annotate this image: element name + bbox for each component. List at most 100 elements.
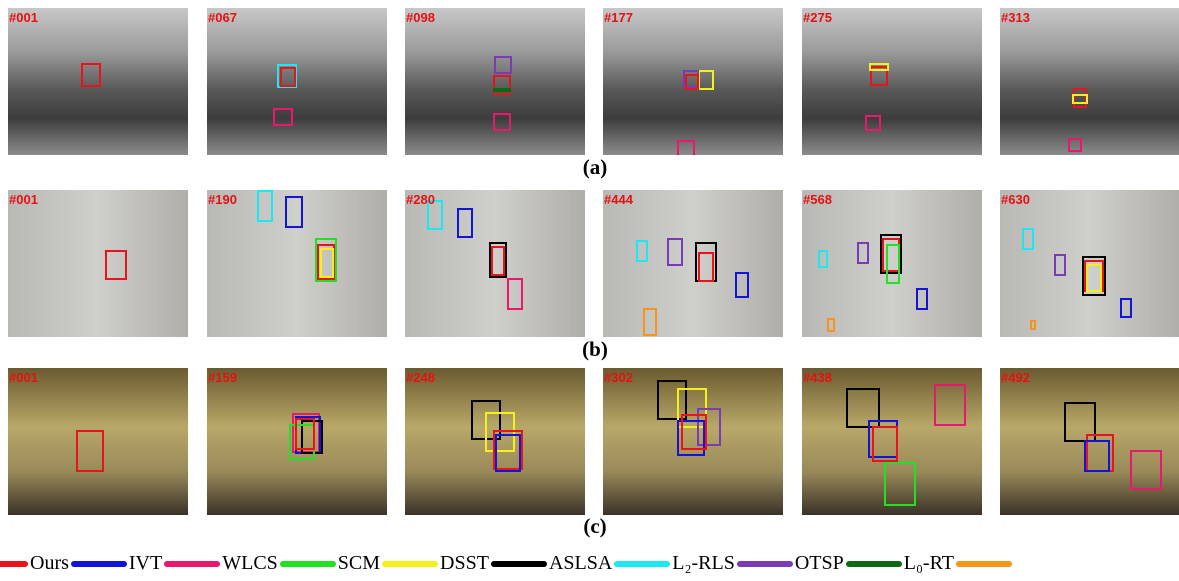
bounding-box xyxy=(677,140,695,155)
legend-line xyxy=(614,561,670,567)
legend-line xyxy=(382,561,438,567)
legend-line xyxy=(956,561,1012,567)
bounding-box xyxy=(818,250,828,268)
frame-number: #159 xyxy=(208,370,237,385)
bounding-box xyxy=(827,318,835,332)
legend-label: L₀-RT xyxy=(904,552,954,575)
bounding-box xyxy=(493,113,511,131)
legend-label: OTSP xyxy=(795,552,844,575)
bounding-box xyxy=(280,67,296,87)
bounding-box xyxy=(1072,94,1088,104)
legend-line xyxy=(846,561,902,567)
row-label: (a) xyxy=(565,155,625,180)
image-panel: #302 xyxy=(603,368,783,515)
legend-label: DSST xyxy=(440,552,489,575)
image-panel: #067 xyxy=(207,8,387,155)
frame-number: #280 xyxy=(406,192,435,207)
legend-line xyxy=(737,561,793,567)
frame-number: #001 xyxy=(9,10,38,25)
bounding-box xyxy=(295,418,315,450)
bounding-box xyxy=(493,75,511,95)
frame-number: #190 xyxy=(208,192,237,207)
image-panel: #444 xyxy=(603,190,783,337)
bounding-box xyxy=(869,63,889,71)
frame-number: #313 xyxy=(1001,10,1030,25)
image-panel: #280 xyxy=(405,190,585,337)
bounding-box xyxy=(698,70,714,90)
frame-number: #067 xyxy=(208,10,237,25)
legend-label: ASLSA xyxy=(549,552,612,575)
image-panel: #313 xyxy=(1000,8,1179,155)
frame-number: #438 xyxy=(803,370,832,385)
image-panel: #001 xyxy=(8,190,188,337)
bounding-box xyxy=(1120,298,1132,318)
image-panel: #492 xyxy=(1000,368,1179,515)
bounding-box xyxy=(636,240,648,262)
frame-number: #568 xyxy=(803,192,832,207)
bounding-box xyxy=(916,288,928,310)
frame-number: #275 xyxy=(803,10,832,25)
bounding-box xyxy=(1084,440,1110,472)
image-panel: #159 xyxy=(207,368,387,515)
frame-number: #248 xyxy=(406,370,435,385)
frame-number: #001 xyxy=(9,192,38,207)
row-label: (b) xyxy=(565,337,625,362)
image-panel: #568 xyxy=(802,190,982,337)
frame-number: #001 xyxy=(9,370,38,385)
bounding-box xyxy=(884,462,916,506)
legend-label: SCM xyxy=(338,552,380,575)
bounding-box xyxy=(1068,138,1082,152)
image-panel: #438 xyxy=(802,368,982,515)
frame-number: #177 xyxy=(604,10,633,25)
bounding-box xyxy=(698,252,714,282)
bounding-box xyxy=(1086,264,1102,292)
image-panel: #248 xyxy=(405,368,585,515)
bounding-box xyxy=(457,208,473,238)
bounding-box xyxy=(681,414,707,450)
bounding-box xyxy=(1022,228,1034,250)
legend-label: IVT xyxy=(129,552,162,575)
row-label: (c) xyxy=(565,514,625,539)
image-panel: #098 xyxy=(405,8,585,155)
image-panel: #177 xyxy=(603,8,783,155)
bounding-box xyxy=(273,108,293,126)
bounding-box xyxy=(81,63,101,87)
bounding-box xyxy=(257,190,273,222)
bounding-box xyxy=(1130,450,1162,490)
bounding-box xyxy=(507,278,523,310)
bounding-box xyxy=(320,248,334,278)
bounding-box xyxy=(667,238,683,266)
bounding-box xyxy=(491,246,505,276)
legend-line xyxy=(0,561,28,567)
image-panel: #630 xyxy=(1000,190,1179,337)
frame-number: #098 xyxy=(406,10,435,25)
bounding-box xyxy=(934,384,966,426)
legend-label: WLCS xyxy=(222,552,278,575)
legend-label: L₂-RLS xyxy=(672,552,735,575)
legend-line xyxy=(280,561,336,567)
bounding-box xyxy=(105,250,127,280)
bounding-box xyxy=(886,244,900,284)
frame-number: #492 xyxy=(1001,370,1030,385)
legend-line xyxy=(71,561,127,567)
bounding-box xyxy=(76,430,104,472)
legend: Ours IVT WLCS SCM DSST ASLSA L₂-RLS OTSP L₀-RT xyxy=(0,552,1012,575)
bounding-box xyxy=(494,56,512,74)
image-panel: #001 xyxy=(8,8,188,155)
bounding-box xyxy=(857,242,869,264)
bounding-box xyxy=(865,115,881,131)
bounding-box xyxy=(735,272,749,298)
frame-number: #302 xyxy=(604,370,633,385)
bounding-box xyxy=(285,196,303,228)
legend-label: Ours xyxy=(30,552,69,575)
bounding-box xyxy=(495,434,521,472)
bounding-box xyxy=(643,308,657,336)
image-panel: #001 xyxy=(8,368,188,515)
bounding-box xyxy=(1030,320,1036,330)
bounding-box xyxy=(685,74,699,90)
legend-line xyxy=(491,561,547,567)
frame-number: #444 xyxy=(604,192,633,207)
legend-line xyxy=(164,561,220,567)
bounding-box xyxy=(872,426,898,462)
image-panel: #190 xyxy=(207,190,387,337)
